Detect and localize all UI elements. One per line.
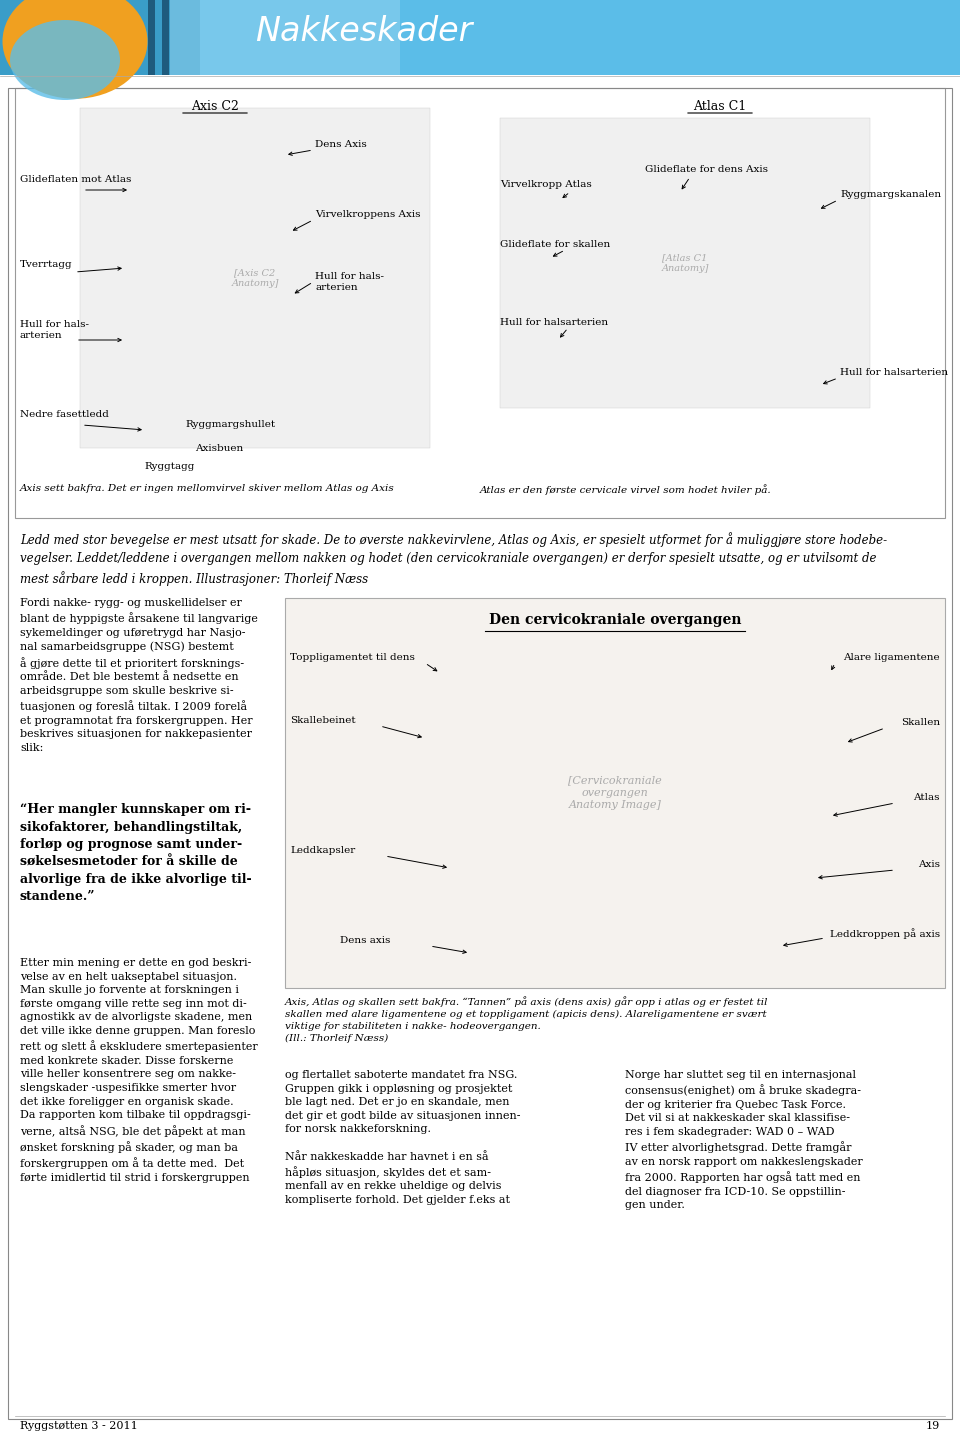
Ellipse shape [10,20,120,100]
Text: Axis C2: Axis C2 [191,100,239,113]
Text: [Cervicokraniale
overgangen
Anatomy Image]: [Cervicokraniale overgangen Anatomy Imag… [568,775,661,810]
Text: Hull for halsarterien: Hull for halsarterien [500,318,608,327]
Text: [Atlas C1
Anatomy]: [Atlas C1 Anatomy] [661,253,708,273]
Ellipse shape [3,0,148,98]
Bar [15,88,945,518]
Text: Fordi nakke- rygg- og muskellidelser er
blant de hyppigste årsakene til langvari: Fordi nakke- rygg- og muskellidelser er … [20,599,258,753]
Text: Atlas: Atlas [914,792,940,803]
Text: Dens axis: Dens axis [340,936,391,946]
Text: Atlas er den første cervicale virvel som hodet hviler på.: Atlas er den første cervicale virvel som… [480,484,772,495]
Text: Virvelkroppens Axis: Virvelkroppens Axis [315,210,420,218]
Bar [162,0,169,75]
Bar [148,0,155,75]
Text: “Her mangler kunnskaper om ri-
sikofaktorer, behandlingstiltak,
forløp og progno: “Her mangler kunnskaper om ri- sikofakto… [20,803,252,904]
Text: Ledd med stor bevegelse er mest utsatt for skade. De to øverste nakkevirvlene, A: Ledd med stor bevegelse er mest utsatt f… [20,532,887,586]
Text: Axis, Atlas og skallen sett bakfra. “Tannen” på axis (dens axis) går opp i atlas: Axis, Atlas og skallen sett bakfra. “Tan… [285,996,769,1043]
Text: Dens Axis: Dens Axis [315,140,367,149]
Bar [0,0,200,75]
Text: Hull for hals-
arterien: Hull for hals- arterien [315,272,384,292]
Text: Etter min mening er dette en god beskri-
velse av en helt uakseptabel situasjon.: Etter min mening er dette en god beskri-… [20,959,257,1183]
Text: Toppligamentet til dens: Toppligamentet til dens [290,654,415,662]
Bar [80,108,430,448]
Bar [0,0,960,75]
Text: Leddkroppen på axis: Leddkroppen på axis [829,928,940,938]
Text: Glideflaten mot Atlas: Glideflaten mot Atlas [20,175,132,184]
Text: Ryggstøtten 3 - 2011: Ryggstøtten 3 - 2011 [20,1421,137,1432]
Bar [170,0,400,75]
Text: Norge har sluttet seg til en internasjonal
consensus(enighet) om å bruke skadegr: Norge har sluttet seg til en internasjon… [625,1070,863,1210]
Text: Glideflate for dens Axis: Glideflate for dens Axis [645,165,768,174]
Text: Axisbuen: Axisbuen [195,444,243,453]
Bar [500,119,870,408]
Text: Den cervicokraniale overgangen: Den cervicokraniale overgangen [489,613,741,628]
Text: Nakkeskader: Nakkeskader [255,14,472,48]
Text: Axis: Axis [918,860,940,869]
Text: Skallebeinet: Skallebeinet [290,716,355,724]
Text: Axis sett bakfra. Det er ingen mellomvirvel skiver mellom Atlas og Axis: Axis sett bakfra. Det er ingen mellomvir… [20,484,395,493]
Text: Tverrtagg: Tverrtagg [20,260,73,269]
Text: Virvelkropp Atlas: Virvelkropp Atlas [500,179,591,189]
Text: Skallen: Skallen [900,719,940,727]
Text: Glideflate for skallen: Glideflate for skallen [500,240,611,249]
Text: Hull for hals-
arterien: Hull for hals- arterien [20,320,89,340]
Text: Nedre fasettledd: Nedre fasettledd [20,411,108,419]
Text: 19: 19 [925,1421,940,1432]
Text: Ryggmargshullet: Ryggmargshullet [185,419,276,429]
Text: Atlas C1: Atlas C1 [693,100,747,113]
Text: Hull for halsarterien: Hull for halsarterien [840,367,948,377]
Text: [Axis C2
Anatomy]: [Axis C2 Anatomy] [231,268,278,288]
Text: og flertallet saboterte mandatet fra NSG.
Gruppen gikk i oppløsning og prosjekte: og flertallet saboterte mandatet fra NSG… [285,1070,520,1205]
Text: Ryggmargskanalen: Ryggmargskanalen [840,189,941,200]
Bar [285,599,945,988]
Text: Alare ligamentene: Alare ligamentene [844,654,940,662]
Text: Leddkapsler: Leddkapsler [290,846,355,855]
Text: Ryggtagg: Ryggtagg [145,463,195,471]
